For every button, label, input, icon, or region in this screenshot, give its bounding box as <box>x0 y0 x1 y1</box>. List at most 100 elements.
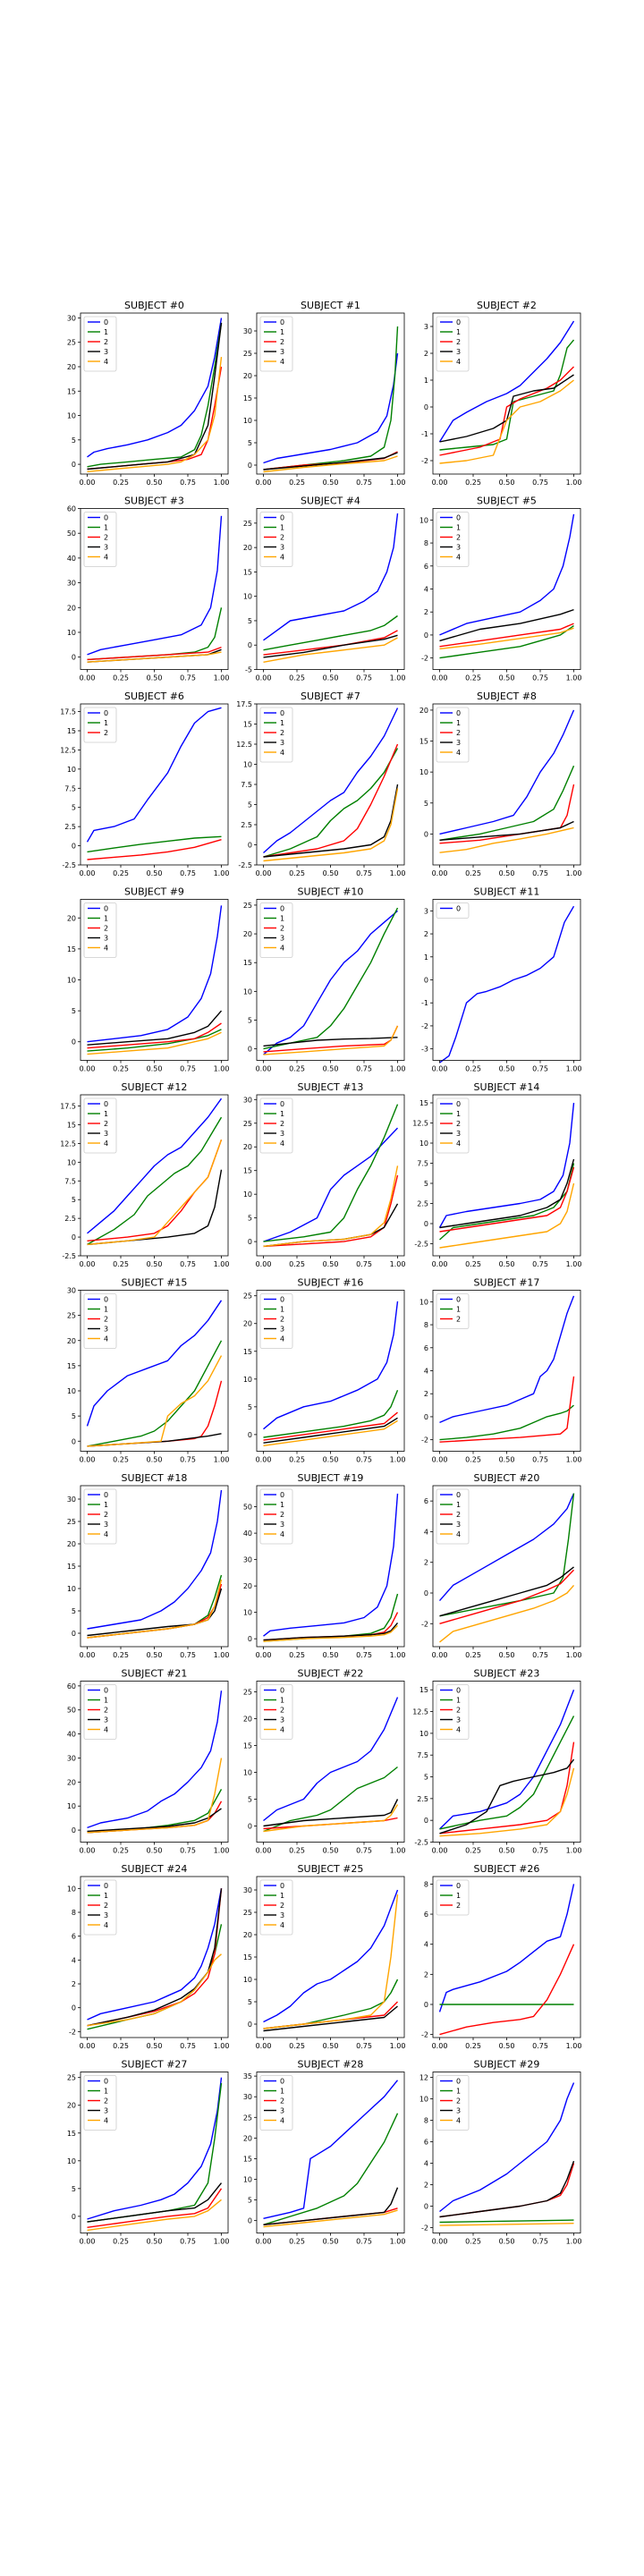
x-tick-label: 0.00 <box>256 479 272 487</box>
series-line-0 <box>438 1884 575 2012</box>
legend: 0 <box>436 902 470 919</box>
series-line-1 <box>87 835 222 853</box>
series-line-3 <box>263 452 398 470</box>
x-tick-label: 0.25 <box>113 2042 129 2050</box>
subplot-title: SUBJECT #25 <box>298 1863 364 1875</box>
subplot-24: SUBJECT #240.00 0.25 0.50 0.75 1.00-20246810… <box>67 1863 230 2050</box>
x-tick-label: 0.00 <box>256 2042 272 2050</box>
legend-box <box>83 512 117 567</box>
x-tick-label: 0.50 <box>147 2042 163 2050</box>
x-tick-label: 0.50 <box>323 1456 339 1464</box>
x-tick-label: 0.25 <box>113 2238 129 2246</box>
series-line-0 <box>439 1689 575 1830</box>
legend-label: 2 <box>456 2097 461 2106</box>
y-tick-label: 0 <box>424 403 428 411</box>
legend-label: 4 <box>280 1140 284 1148</box>
x-tick-label: 0.00 <box>80 1260 96 1268</box>
y-tick-label: 7.5 <box>241 781 252 789</box>
y-tick-label: 20 <box>243 1716 252 1724</box>
series-line-4 <box>87 1139 223 1246</box>
y-tick-label: -5 <box>245 666 252 674</box>
y-tick-label: 6 <box>424 2139 428 2147</box>
legend-label: 1 <box>456 1110 461 1118</box>
y-tick-label: 0 <box>424 1413 428 1421</box>
y-tick-label: 35 <box>243 2072 252 2080</box>
legend-box <box>259 902 293 958</box>
y-tick-label: 15 <box>67 727 76 735</box>
x-tick-label: 0.00 <box>256 1456 272 1464</box>
y-tick-label: 4 <box>72 1956 76 1964</box>
x-tick-label: 0.25 <box>289 1065 305 1073</box>
x-tick-label: 0.25 <box>465 1847 481 1855</box>
y-tick-label: 5 <box>248 439 252 447</box>
legend-label: 4 <box>104 554 108 562</box>
x-tick-label: 1.00 <box>214 1651 230 1659</box>
series-line-4 <box>439 2223 574 2226</box>
y-tick-label: 30 <box>67 1754 76 1762</box>
x-tick-label: 0.00 <box>432 869 448 877</box>
legend-box <box>436 1488 470 1545</box>
subplot-title: SUBJECT #1 <box>301 300 360 311</box>
plot-frame <box>432 899 581 1061</box>
x-tick-label: 0.25 <box>465 2238 481 2246</box>
series-line-1 <box>263 748 399 858</box>
legend-box <box>436 1097 470 1154</box>
legend-label: 1 <box>456 719 461 727</box>
subplot-2: SUBJECT #2 0.00 0.25 0.50 0.75 1.00 -2 -1 0 1 2 3 0 1… <box>421 300 581 487</box>
y-tick-label: 0 <box>424 830 428 838</box>
series-line-3 <box>439 2160 575 2218</box>
y-tick-label: 10 <box>67 1585 76 1593</box>
y-tick-label: 2 <box>424 1559 428 1567</box>
x-tick-label: 1.00 <box>566 1651 582 1659</box>
legend-box <box>436 316 470 372</box>
series-line-3 <box>439 608 574 642</box>
x-tick-label: 0.75 <box>356 1847 372 1855</box>
legend-label: 3 <box>104 1130 108 1138</box>
subplot-22: SUBJECT #220.00 0.25 0.50 0.75 1.00051015202… <box>243 1668 406 1855</box>
legend-box <box>259 1097 293 1154</box>
series-line-2 <box>87 2188 223 2228</box>
series-line-4 <box>87 2199 222 2232</box>
y-tick-label: 40 <box>67 555 76 563</box>
legend-label: 0 <box>280 1296 284 1304</box>
y-tick-label: 4 <box>424 1368 428 1376</box>
legend-label: 0 <box>456 2078 461 2086</box>
series-line-2 <box>439 1166 575 1233</box>
y-tick-label: 5 <box>248 1403 252 1411</box>
x-tick-label: 0.75 <box>532 1847 548 1855</box>
legend-label: 1 <box>104 1892 108 1900</box>
legend-label: 2 <box>280 1707 284 1715</box>
subplot-6: SUBJECT #6 0.00 0.25 0.50 0.75 1.00 -2.5 0 2.5 5 7… <box>60 691 229 877</box>
subplot-title: SUBJECT #8 <box>477 691 537 702</box>
y-tick-label: 15 <box>243 1348 252 1356</box>
x-tick-label: 1.00 <box>390 674 406 682</box>
y-tick-label: 10 <box>419 1298 428 1306</box>
y-tick-label: 15 <box>419 1099 428 1107</box>
y-tick-label: 5 <box>248 1796 252 1804</box>
legend-label: 4 <box>280 554 284 562</box>
x-tick-label: 0.75 <box>532 2238 548 2246</box>
x-tick-label: 0.25 <box>465 869 481 877</box>
legend-label: 3 <box>104 544 108 552</box>
y-tick-label: 20 <box>243 1931 252 1939</box>
y-tick-label: 12.5 <box>60 1140 76 1148</box>
subplot-26: SUBJECT #26 0.00 0.25 0.50 0.75 1.00 -2 0 2 4 6 8 0 1… <box>421 1863 581 2050</box>
series-line-1 <box>87 1789 223 1834</box>
x-tick-label: 0.50 <box>499 1456 515 1464</box>
legend-label: 0 <box>280 318 284 326</box>
series-line-4 <box>263 1165 399 1248</box>
x-tick-label: 0.75 <box>356 1456 372 1464</box>
legend-box <box>259 1293 293 1349</box>
legend: 0 1 2 <box>436 1293 470 1329</box>
y-tick-label: 5 <box>72 1007 76 1015</box>
y-tick-label: 1 <box>424 377 428 385</box>
y-tick-label: 0 <box>72 1233 76 1241</box>
subplot-11: SUBJECT #11 0.00 0.25 0.50 0.75 1.00 -3 -2 -1 0 1 2… <box>421 886 581 1073</box>
y-tick-label: 20 <box>67 363 76 371</box>
